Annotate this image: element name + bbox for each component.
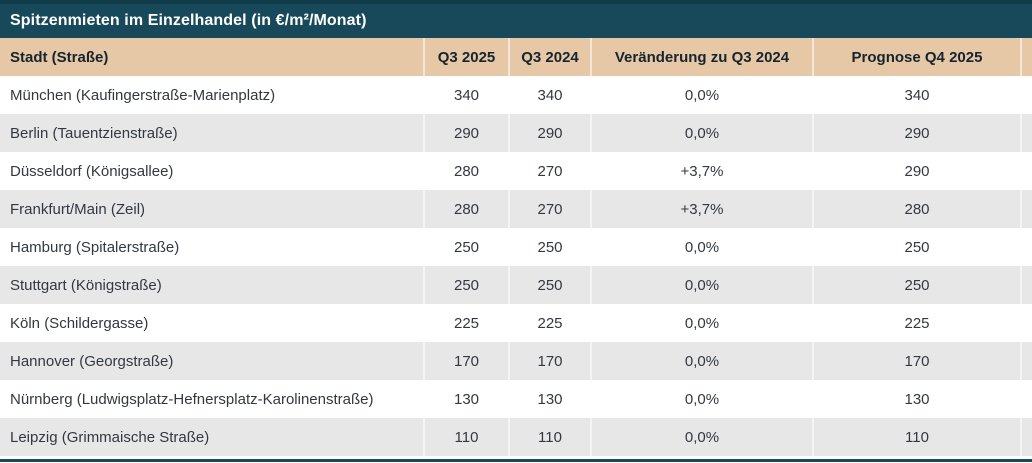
city-cell: Leipzig (Grimmaische Straße) (10, 428, 210, 446)
q3-2024-cell: 290 (508, 114, 590, 152)
q3-2024-cell: 250 (508, 228, 590, 266)
change-cell: 0,0% (590, 266, 812, 304)
q3-2024-cell: 340 (508, 76, 590, 114)
change-cell: 0,0% (590, 228, 812, 266)
city-cell: Nürnberg (Ludwigsplatz-Hefnersplatz-Karo… (10, 390, 374, 408)
row-edge-spacer (1020, 228, 1032, 266)
forecast-cell: 250 (812, 266, 1020, 304)
q3-2025-cell: 340 (423, 76, 508, 114)
table-row: Hamburg (Spitalerstraße) 250 250 0,0% 250 (0, 228, 1032, 266)
change-cell: +3,7% (590, 152, 812, 190)
table-row: Köln (Schildergasse) 225 225 0,0% 225 (0, 304, 1032, 342)
change-cell: 0,0% (590, 418, 812, 456)
q3-2024-cell: 110 (508, 418, 590, 456)
q3-2024-cell: 225 (508, 304, 590, 342)
row-edge-spacer (1020, 266, 1032, 304)
forecast-cell: 290 (812, 152, 1020, 190)
table-header-row: Stadt (Straße) Q3 2025 Q3 2024 Veränderu… (0, 38, 1032, 76)
city-cell: Stuttgart (Königstraße) (10, 276, 162, 294)
forecast-cell: 225 (812, 304, 1020, 342)
change-cell: +3,7% (590, 190, 812, 228)
q3-2025-cell: 290 (423, 114, 508, 152)
table-row: Stuttgart (Königstraße) 250 250 0,0% 250 (0, 266, 1032, 304)
q3-2024-cell: 170 (508, 342, 590, 380)
column-header-forecast-q4-2025: Prognose Q4 2025 (812, 38, 1020, 76)
forecast-cell: 170 (812, 342, 1020, 380)
q3-2025-cell: 280 (423, 190, 508, 228)
city-cell: Frankfurt/Main (Zeil) (10, 200, 146, 218)
forecast-cell: 280 (812, 190, 1020, 228)
table-row: Hannover (Georgstraße) 170 170 0,0% 170 (0, 342, 1032, 380)
header-edge-spacer (1020, 38, 1032, 76)
city-cell: Hamburg (Spitalerstraße) (10, 238, 180, 256)
column-header-q3-2024: Q3 2024 (508, 38, 590, 76)
column-header-change: Veränderung zu Q3 2024 (590, 38, 812, 76)
page-title: Spitzenmieten im Einzelhandel (in €/m²/M… (10, 12, 367, 29)
city-cell: Berlin (Tauentzienstraße) (10, 124, 178, 142)
row-edge-spacer (1020, 190, 1032, 228)
bottom-gap (0, 456, 1032, 459)
column-header-city: Stadt (Straße) (10, 48, 109, 66)
q3-2025-cell: 280 (423, 152, 508, 190)
table-row: Frankfurt/Main (Zeil) 280 270 +3,7% 280 (0, 190, 1032, 228)
table-row: Nürnberg (Ludwigsplatz-Hefnersplatz-Karo… (0, 380, 1032, 418)
city-cell: München (Kaufingerstraße-Marienplatz) (10, 86, 276, 104)
change-cell: 0,0% (590, 76, 812, 114)
q3-2025-cell: 130 (423, 380, 508, 418)
q3-2024-cell: 270 (508, 190, 590, 228)
row-edge-spacer (1020, 114, 1032, 152)
change-cell: 0,0% (590, 380, 812, 418)
table-row: Düsseldorf (Königsallee) 280 270 +3,7% 290 (0, 152, 1032, 190)
row-edge-spacer (1020, 76, 1032, 114)
change-cell: 0,0% (590, 114, 812, 152)
row-edge-spacer (1020, 152, 1032, 190)
q3-2025-cell: 250 (423, 266, 508, 304)
q3-2025-cell: 110 (423, 418, 508, 456)
bottom-border-bar (0, 459, 1032, 462)
row-edge-spacer (1020, 380, 1032, 418)
table-body: München (Kaufingerstraße-Marienplatz) 340… (0, 76, 1032, 456)
forecast-cell: 130 (812, 380, 1020, 418)
q3-2024-cell: 130 (508, 380, 590, 418)
forecast-cell: 110 (812, 418, 1020, 456)
table-row: München (Kaufingerstraße-Marienplatz) 340… (0, 76, 1032, 114)
forecast-cell: 340 (812, 76, 1020, 114)
forecast-cell: 290 (812, 114, 1020, 152)
row-edge-spacer (1020, 342, 1032, 380)
table-row: Leipzig (Grimmaische Straße) 110 110 0,0% 11… (0, 418, 1032, 456)
city-cell: Hannover (Georgstraße) (10, 352, 174, 370)
q3-2024-cell: 250 (508, 266, 590, 304)
q3-2024-cell: 270 (508, 152, 590, 190)
change-cell: 0,0% (590, 304, 812, 342)
table-title-bar: Spitzenmieten im Einzelhandel (in €/m²/M… (0, 0, 1032, 38)
row-edge-spacer (1020, 304, 1032, 342)
q3-2025-cell: 170 (423, 342, 508, 380)
column-header-q3-2025: Q3 2025 (423, 38, 508, 76)
table-row: Berlin (Tauentzienstraße) 290 290 0,0% 290 (0, 114, 1032, 152)
city-cell: Köln (Schildergasse) (10, 314, 149, 332)
forecast-cell: 250 (812, 228, 1020, 266)
q3-2025-cell: 250 (423, 228, 508, 266)
q3-2025-cell: 225 (423, 304, 508, 342)
row-edge-spacer (1020, 418, 1032, 456)
change-cell: 0,0% (590, 342, 812, 380)
city-cell: Düsseldorf (Königsallee) (10, 162, 174, 180)
